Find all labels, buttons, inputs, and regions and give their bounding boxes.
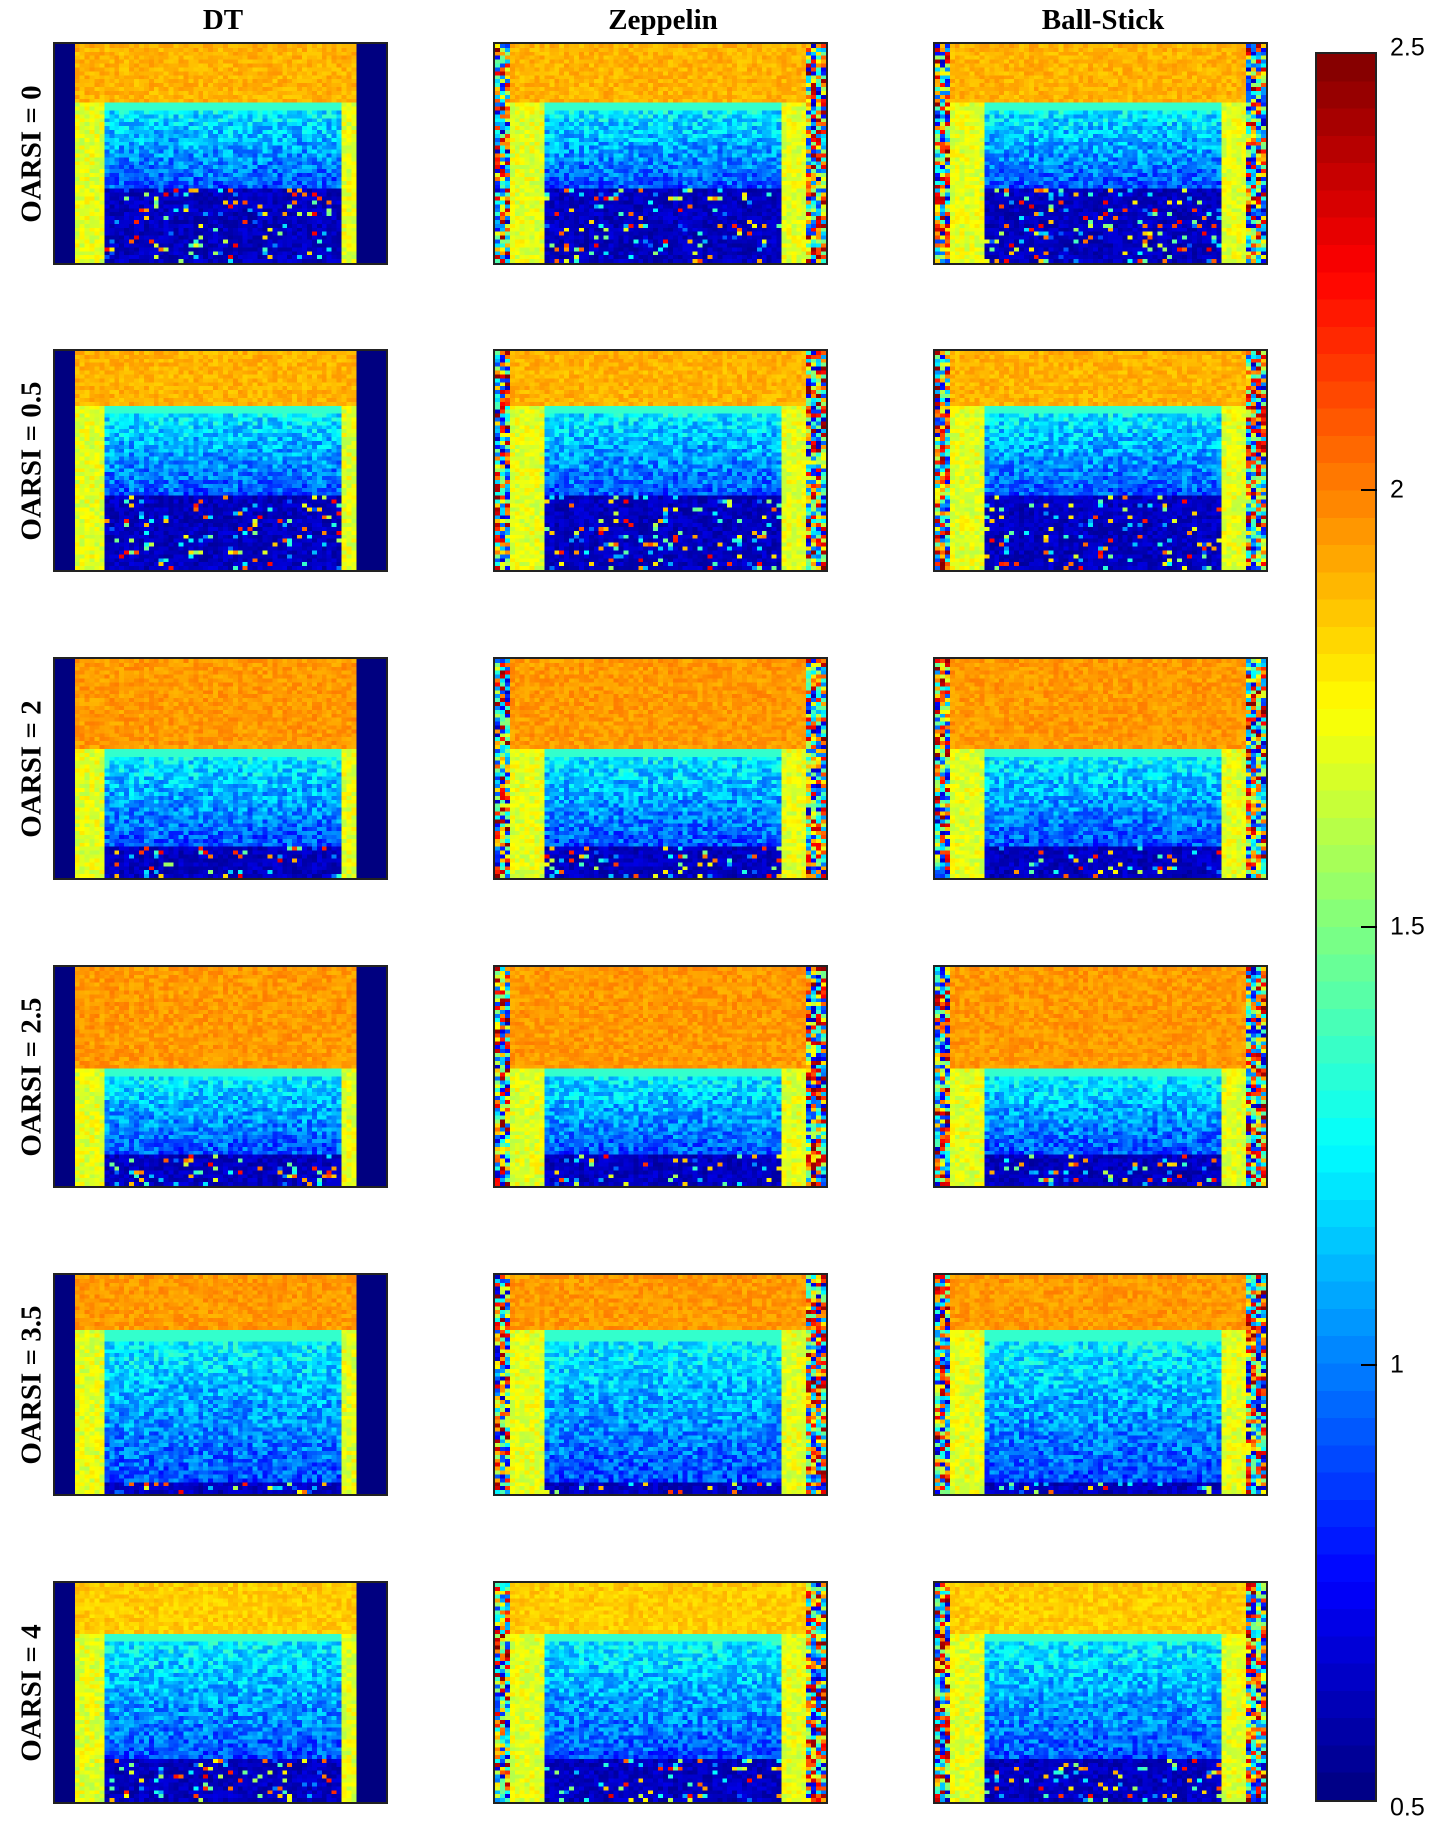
map-panel-ballstick-row-1 [933, 349, 1268, 572]
map-panel-dt-row-2 [53, 657, 388, 880]
map-image [495, 351, 826, 570]
colorbar-tick-mark [1361, 1364, 1377, 1366]
map-panel-ballstick-row-4 [933, 1273, 1268, 1496]
map-image [495, 44, 826, 263]
colorbar-tick-label: 2 [1390, 475, 1404, 504]
colorbar-tick-mark [1361, 926, 1377, 928]
map-image [935, 659, 1266, 878]
column-title: DT [53, 4, 393, 37]
map-panel-dt-row-0 [53, 42, 388, 265]
map-panel-ballstick-row-0 [933, 42, 1268, 265]
row-label: OARSI = 0 [16, 85, 49, 222]
row-label: OARSI = 4 [16, 1624, 49, 1761]
map-panel-ballstick-row-2 [933, 657, 1268, 880]
map-image [55, 659, 386, 878]
column-title: Ball-Stick [933, 4, 1273, 37]
map-image [55, 1583, 386, 1802]
map-image [495, 659, 826, 878]
map-panel-zeppelin-row-0 [493, 42, 828, 265]
colorbar-tick-mark [1361, 489, 1377, 491]
map-panel-zeppelin-row-5 [493, 1581, 828, 1804]
map-image [935, 1275, 1266, 1494]
map-panel-ballstick-row-5 [933, 1581, 1268, 1804]
colorbar-tick-label: 1 [1390, 1350, 1404, 1379]
map-image [495, 1275, 826, 1494]
map-panel-dt-row-3 [53, 965, 388, 1188]
map-image [55, 44, 386, 263]
map-panel-zeppelin-row-1 [493, 349, 828, 572]
map-panel-zeppelin-row-4 [493, 1273, 828, 1496]
map-panel-ballstick-row-3 [933, 965, 1268, 1188]
map-image [935, 351, 1266, 570]
row-label: OARSI = 2.5 [16, 997, 49, 1156]
map-panel-dt-row-5 [53, 1581, 388, 1804]
row-label: OARSI = 0.5 [16, 381, 49, 540]
colorbar-tick-label: 2.5 [1390, 34, 1425, 63]
map-image [55, 967, 386, 1186]
map-panel-dt-row-1 [53, 349, 388, 572]
map-image [935, 1583, 1266, 1802]
map-image [55, 1275, 386, 1494]
map-image [495, 967, 826, 1186]
row-label: OARSI = 2 [16, 700, 49, 837]
map-image [55, 351, 386, 570]
map-image [495, 1583, 826, 1802]
map-image [935, 967, 1266, 1186]
colorbar-tick-label: 1.5 [1390, 913, 1425, 942]
colorbar-tick-label: 0.5 [1390, 1794, 1425, 1823]
column-title: Zeppelin [493, 4, 833, 37]
map-panel-dt-row-4 [53, 1273, 388, 1496]
map-panel-zeppelin-row-2 [493, 657, 828, 880]
map-image [935, 44, 1266, 263]
map-panel-zeppelin-row-3 [493, 965, 828, 1188]
row-label: OARSI = 3.5 [16, 1305, 49, 1464]
